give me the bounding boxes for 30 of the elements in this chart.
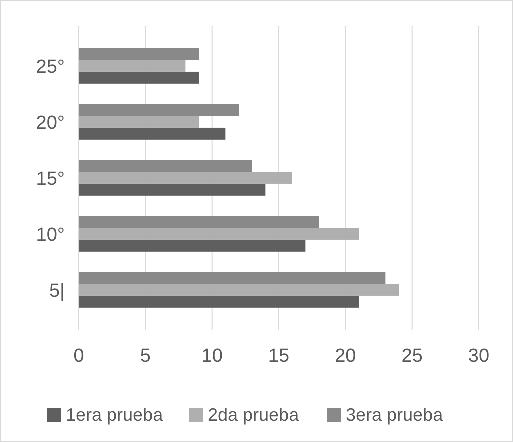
bar xyxy=(79,216,319,228)
bar xyxy=(79,60,186,72)
bar xyxy=(79,240,306,252)
y-tick-label: 25° xyxy=(36,57,65,78)
x-tick-label: 5 xyxy=(140,346,151,367)
y-tick-label: 20° xyxy=(36,113,65,134)
y-tick-label: 5| xyxy=(49,281,65,302)
bar xyxy=(79,228,359,240)
bar xyxy=(79,48,199,60)
x-tick-label: 25 xyxy=(402,346,423,367)
x-tick-label: 10 xyxy=(202,346,223,367)
bar xyxy=(79,172,292,184)
x-tick-label: 30 xyxy=(468,346,490,367)
x-tick-label: 20 xyxy=(335,346,356,367)
bar xyxy=(79,128,226,140)
legend-label: 1era prueba xyxy=(66,405,164,425)
bar xyxy=(79,284,399,296)
bar xyxy=(79,160,252,172)
bar xyxy=(79,184,266,196)
y-tick-label: 15° xyxy=(36,169,65,190)
bar xyxy=(79,272,386,284)
legend-label: 2da prueba xyxy=(208,405,300,425)
bar xyxy=(79,72,199,84)
bar xyxy=(79,104,239,116)
legend-label: 3era prueba xyxy=(346,405,444,425)
x-tick-label: 0 xyxy=(74,346,84,367)
bar xyxy=(79,296,359,308)
bar xyxy=(79,116,199,128)
x-tick-label: 15 xyxy=(268,346,290,367)
y-tick-label: 10° xyxy=(36,225,65,246)
